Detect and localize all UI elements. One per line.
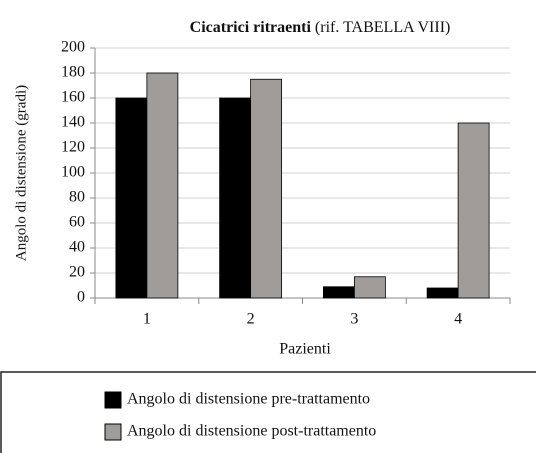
bar	[426, 287, 459, 299]
y-axis-label: Angolo di distensione (gradi)	[13, 85, 29, 261]
x-axis-label: Pazienti	[279, 341, 331, 358]
y-tick-label: 120	[61, 139, 85, 156]
legend-swatch	[104, 423, 122, 441]
bar	[457, 122, 490, 299]
y-tick-label: 100	[61, 164, 85, 181]
legend-swatch	[104, 391, 122, 409]
y-tick-label: 200	[61, 39, 85, 56]
legend-label: Angolo di distensione post-trattamento	[127, 423, 376, 440]
y-tick-label: 140	[61, 114, 85, 131]
x-tick-label: 1	[143, 311, 151, 328]
bar	[146, 72, 179, 299]
bar	[250, 78, 283, 299]
y-tick-label: 20	[69, 264, 85, 281]
y-tick-label: 40	[69, 239, 85, 256]
title-note: (rif. TABELLA VIII)	[315, 19, 450, 36]
x-tick-label: 2	[247, 311, 255, 328]
y-tick-label: 60	[69, 214, 85, 231]
bar	[115, 97, 148, 299]
x-tick-label: 4	[454, 311, 462, 328]
y-tick-label: 180	[61, 64, 85, 81]
y-tick-label: 0	[77, 289, 85, 306]
y-tick-label: 160	[61, 89, 85, 106]
title-main: Cicatrici ritraenti	[190, 19, 312, 36]
bar	[322, 286, 355, 299]
legend-label: Angolo di distensione pre-trattamento	[127, 391, 370, 408]
chart-title: Cicatrici ritraenti (rif. TABELLA VIII)	[190, 19, 451, 36]
bar	[219, 97, 252, 299]
x-tick-label: 3	[350, 311, 358, 328]
y-tick-label: 80	[69, 189, 85, 206]
bar	[353, 276, 386, 299]
legend-frame	[0, 371, 536, 453]
